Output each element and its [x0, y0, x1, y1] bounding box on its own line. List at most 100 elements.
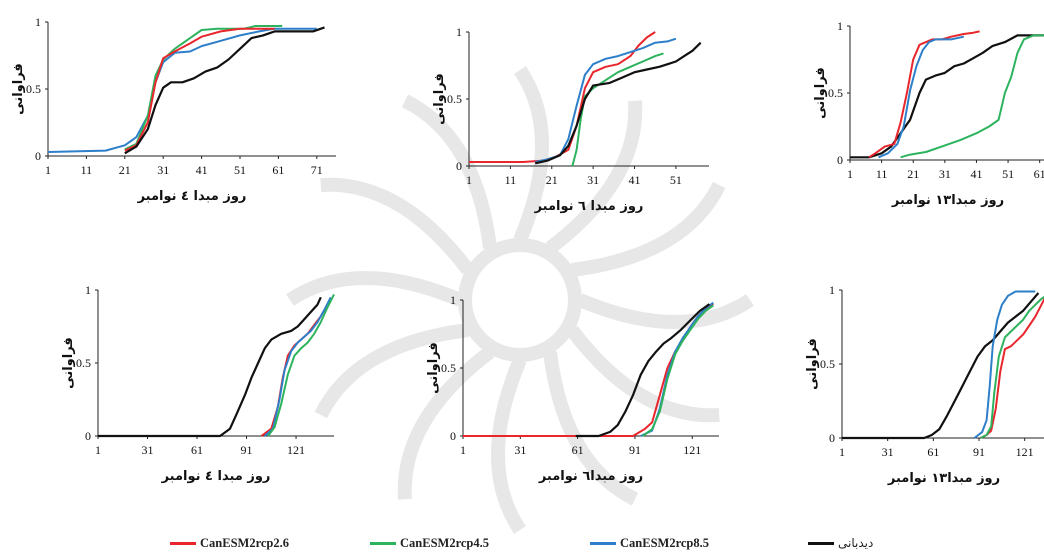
series-line-rcp85: [878, 35, 965, 159]
y-tick-label: 0.5: [820, 357, 835, 371]
x-tick-label: 91: [973, 445, 985, 459]
x-tick-label: 11: [505, 173, 517, 187]
x-tick-label: 91: [241, 443, 253, 457]
y-tick-label: 1: [35, 15, 41, 29]
legend-swatch-rcp45: [370, 541, 396, 545]
x-tick-label: 21: [119, 163, 131, 177]
x-tick-label: 31: [587, 173, 599, 187]
series-line-rcp45: [124, 25, 283, 151]
legend-item-rcp26: CanESM2rcp2.6: [170, 532, 289, 554]
x-tick-label: 1: [847, 167, 853, 181]
y-axis-label: فراوانی: [432, 73, 447, 125]
series-line-rcp85: [640, 301, 714, 437]
legend-label-rcp26: CanESM2rcp2.6: [200, 535, 290, 550]
y-tick-label: 0.5: [76, 356, 91, 370]
chart-svg: 0 0.5 1 1 31 61 91 121 فراوانی روز مبدا٦ نوامبر: [426, 293, 719, 484]
watermark-ring: [458, 238, 582, 362]
y-tick-label: 0: [450, 429, 456, 443]
x-tick-label: 41: [970, 167, 982, 181]
series-line-rcp26: [260, 304, 329, 437]
x-tick-label: 1: [95, 443, 101, 457]
legend-swatch-rcp26: [170, 541, 196, 545]
chart-panel-top-left: 0 0.5 1 1 11 21 31 41 51 61 71 فراوانی روز مبدا ٤ نو…: [0, 0, 340, 267]
series-line-observed: [850, 34, 1044, 159]
x-tick-label: 31: [157, 163, 169, 177]
series-line-rcp26: [124, 27, 275, 152]
x-tick-label: 61: [927, 445, 939, 459]
legend-item-observed: دیدبانی: [808, 532, 873, 554]
series-line-observed: [575, 303, 711, 438]
x-tick-label: 31: [514, 443, 526, 457]
y-tick-label: 0.5: [828, 86, 843, 100]
watermark-petal: [566, 325, 720, 423]
x-tick-label: 1: [466, 173, 472, 187]
legend-item-rcp45: CanESM2rcp4.5: [370, 532, 489, 554]
watermark-petal: [545, 100, 643, 254]
x-tick-label: 31: [939, 167, 951, 181]
x-tick-label: 41: [196, 163, 208, 177]
y-tick-label: 1: [456, 25, 462, 39]
y-axis-label: فراوانی: [11, 63, 26, 115]
series-line-observed: [842, 292, 1040, 440]
watermark-petal: [320, 177, 474, 275]
x-tick-label: 41: [629, 173, 641, 187]
y-tick-label: 0: [35, 149, 41, 163]
x-tick-label: 21: [546, 173, 558, 187]
watermark-petal: [513, 66, 549, 243]
chart-panel-top-center: 0 0.5 1 1 11 21 31 41 51 فراوانی روز مبدا ٦ نوامبر: [385, 0, 725, 267]
series-line-rcp85: [47, 27, 317, 153]
watermark-petal: [571, 181, 726, 277]
series-line-rcp45: [267, 293, 335, 437]
legend-swatch-rcp85: [590, 541, 616, 545]
x-tick-label: 91: [629, 443, 641, 457]
y-tick-label: 1: [450, 293, 456, 307]
y-tick-label: 0.5: [441, 361, 456, 375]
x-tick-label: 31: [882, 445, 894, 459]
chart-panel-top-right: 0 0.5 1 1 11 21 31 41 51 61 فراوانی روز مبدا١٣ نوام…: [770, 0, 1044, 267]
watermark-petal: [491, 357, 527, 534]
y-tick-label: 0: [837, 153, 843, 167]
legend-label-observed: دیدبانی: [838, 536, 874, 550]
x-tick-label: 11: [81, 163, 93, 177]
series-line-rcp85: [973, 290, 1036, 439]
x-tick-label: 1: [839, 445, 845, 459]
y-axis-label: فراوانی: [61, 337, 76, 389]
chart-panel-bottom-center: 0 0.5 1 1 31 61 91 121 فراوانی روز مبدا٦ نوامبر: [385, 272, 725, 537]
chart-legend: CanESM2rcp2.6 CanESM2rcp4.5 CanESM2rcp8.…: [0, 532, 1044, 554]
x-tick-label: 61: [1034, 167, 1044, 181]
x-tick-label: 121: [683, 443, 701, 457]
y-axis-label: فراوانی: [805, 338, 820, 390]
y-axis-label: فراوانی: [813, 67, 828, 119]
y-tick-label: 0: [456, 159, 462, 173]
chart-svg: 0 0.5 1 1 31 61 91 121 فراوانی روز مبدا١٣ نوامبر: [805, 283, 1044, 486]
chart-panel-bottom-right: 0 0.5 1 1 31 61 91 121 فراوانی روز مبدا١٣ نوامبر: [770, 272, 1044, 537]
watermark-petal: [397, 346, 495, 500]
x-tick-label: 61: [272, 163, 284, 177]
series-line-observed: [98, 296, 322, 438]
x-axis-label: روز مبدا ٤ نوامبر: [161, 469, 271, 484]
legend-label-rcp45: CanESM2rcp4.5: [400, 535, 490, 550]
x-tick-label: 61: [191, 443, 203, 457]
chart-panel-bottom-left: 0 0.5 1 1 31 61 91 121 فراوانی روز مبدا ٤ نوامبر: [0, 272, 340, 537]
chart-svg: 0 0.5 1 1 31 61 91 121 فراوانی روز مبدا ٤ نوامبر: [61, 283, 335, 484]
y-tick-label: 0.5: [447, 92, 462, 106]
series-line-observed: [124, 26, 325, 155]
watermark-petal: [401, 94, 497, 249]
watermark-petal: [577, 293, 754, 329]
x-tick-label: 31: [142, 443, 154, 457]
x-tick-label: 1: [45, 163, 51, 177]
x-tick-label: 61: [572, 443, 584, 457]
x-tick-label: 121: [1016, 445, 1034, 459]
x-tick-label: 121: [287, 443, 305, 457]
series-line-observed: [534, 41, 702, 165]
y-tick-label: 1: [837, 19, 843, 33]
x-tick-label: 51: [1002, 167, 1014, 181]
series-line-rcp26: [868, 30, 980, 159]
legend-item-rcp85: CanESM2rcp8.5: [590, 532, 709, 554]
y-tick-label: 1: [85, 283, 91, 297]
x-tick-label: 51: [670, 173, 682, 187]
watermark-petal: [543, 351, 639, 506]
series-line-rcp85: [264, 296, 332, 437]
